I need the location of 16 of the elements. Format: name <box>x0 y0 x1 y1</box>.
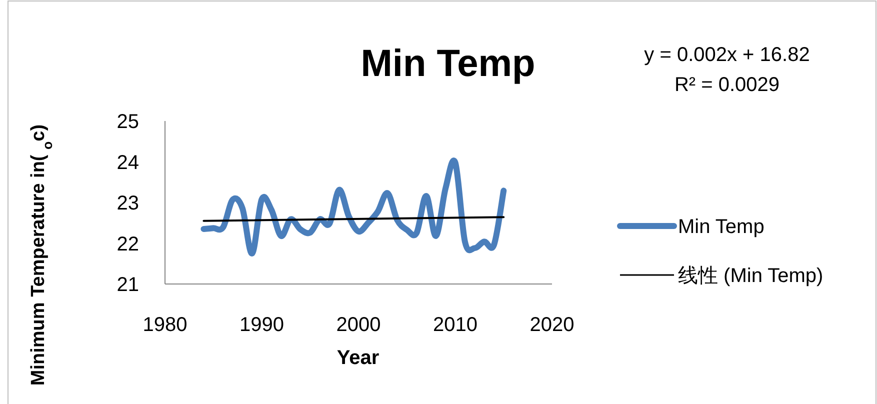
x-tick-label: 2020 <box>530 314 574 336</box>
y-tick-label: 23 <box>116 192 139 214</box>
y-tick-label: 21 <box>116 274 139 296</box>
text: R² = 0.0029 <box>674 74 780 96</box>
legend-label: 线性 (Min Temp) <box>678 265 824 287</box>
y-tick-label: 24 <box>116 152 139 174</box>
chart-title: Min Temp <box>360 43 536 85</box>
x-axis-title: Year <box>336 347 380 369</box>
y-tick-label: 25 <box>116 111 139 133</box>
text: y = 0.002x + 16.82 <box>644 44 810 66</box>
x-tick-label: 2010 <box>433 314 478 336</box>
y-tick-label: 22 <box>116 233 139 256</box>
legend-label: Min Temp <box>678 216 764 238</box>
x-tick-label: 1990 <box>240 314 284 336</box>
x-tick-label: 2000 <box>336 314 381 336</box>
x-tick-label: 1980 <box>142 314 188 336</box>
